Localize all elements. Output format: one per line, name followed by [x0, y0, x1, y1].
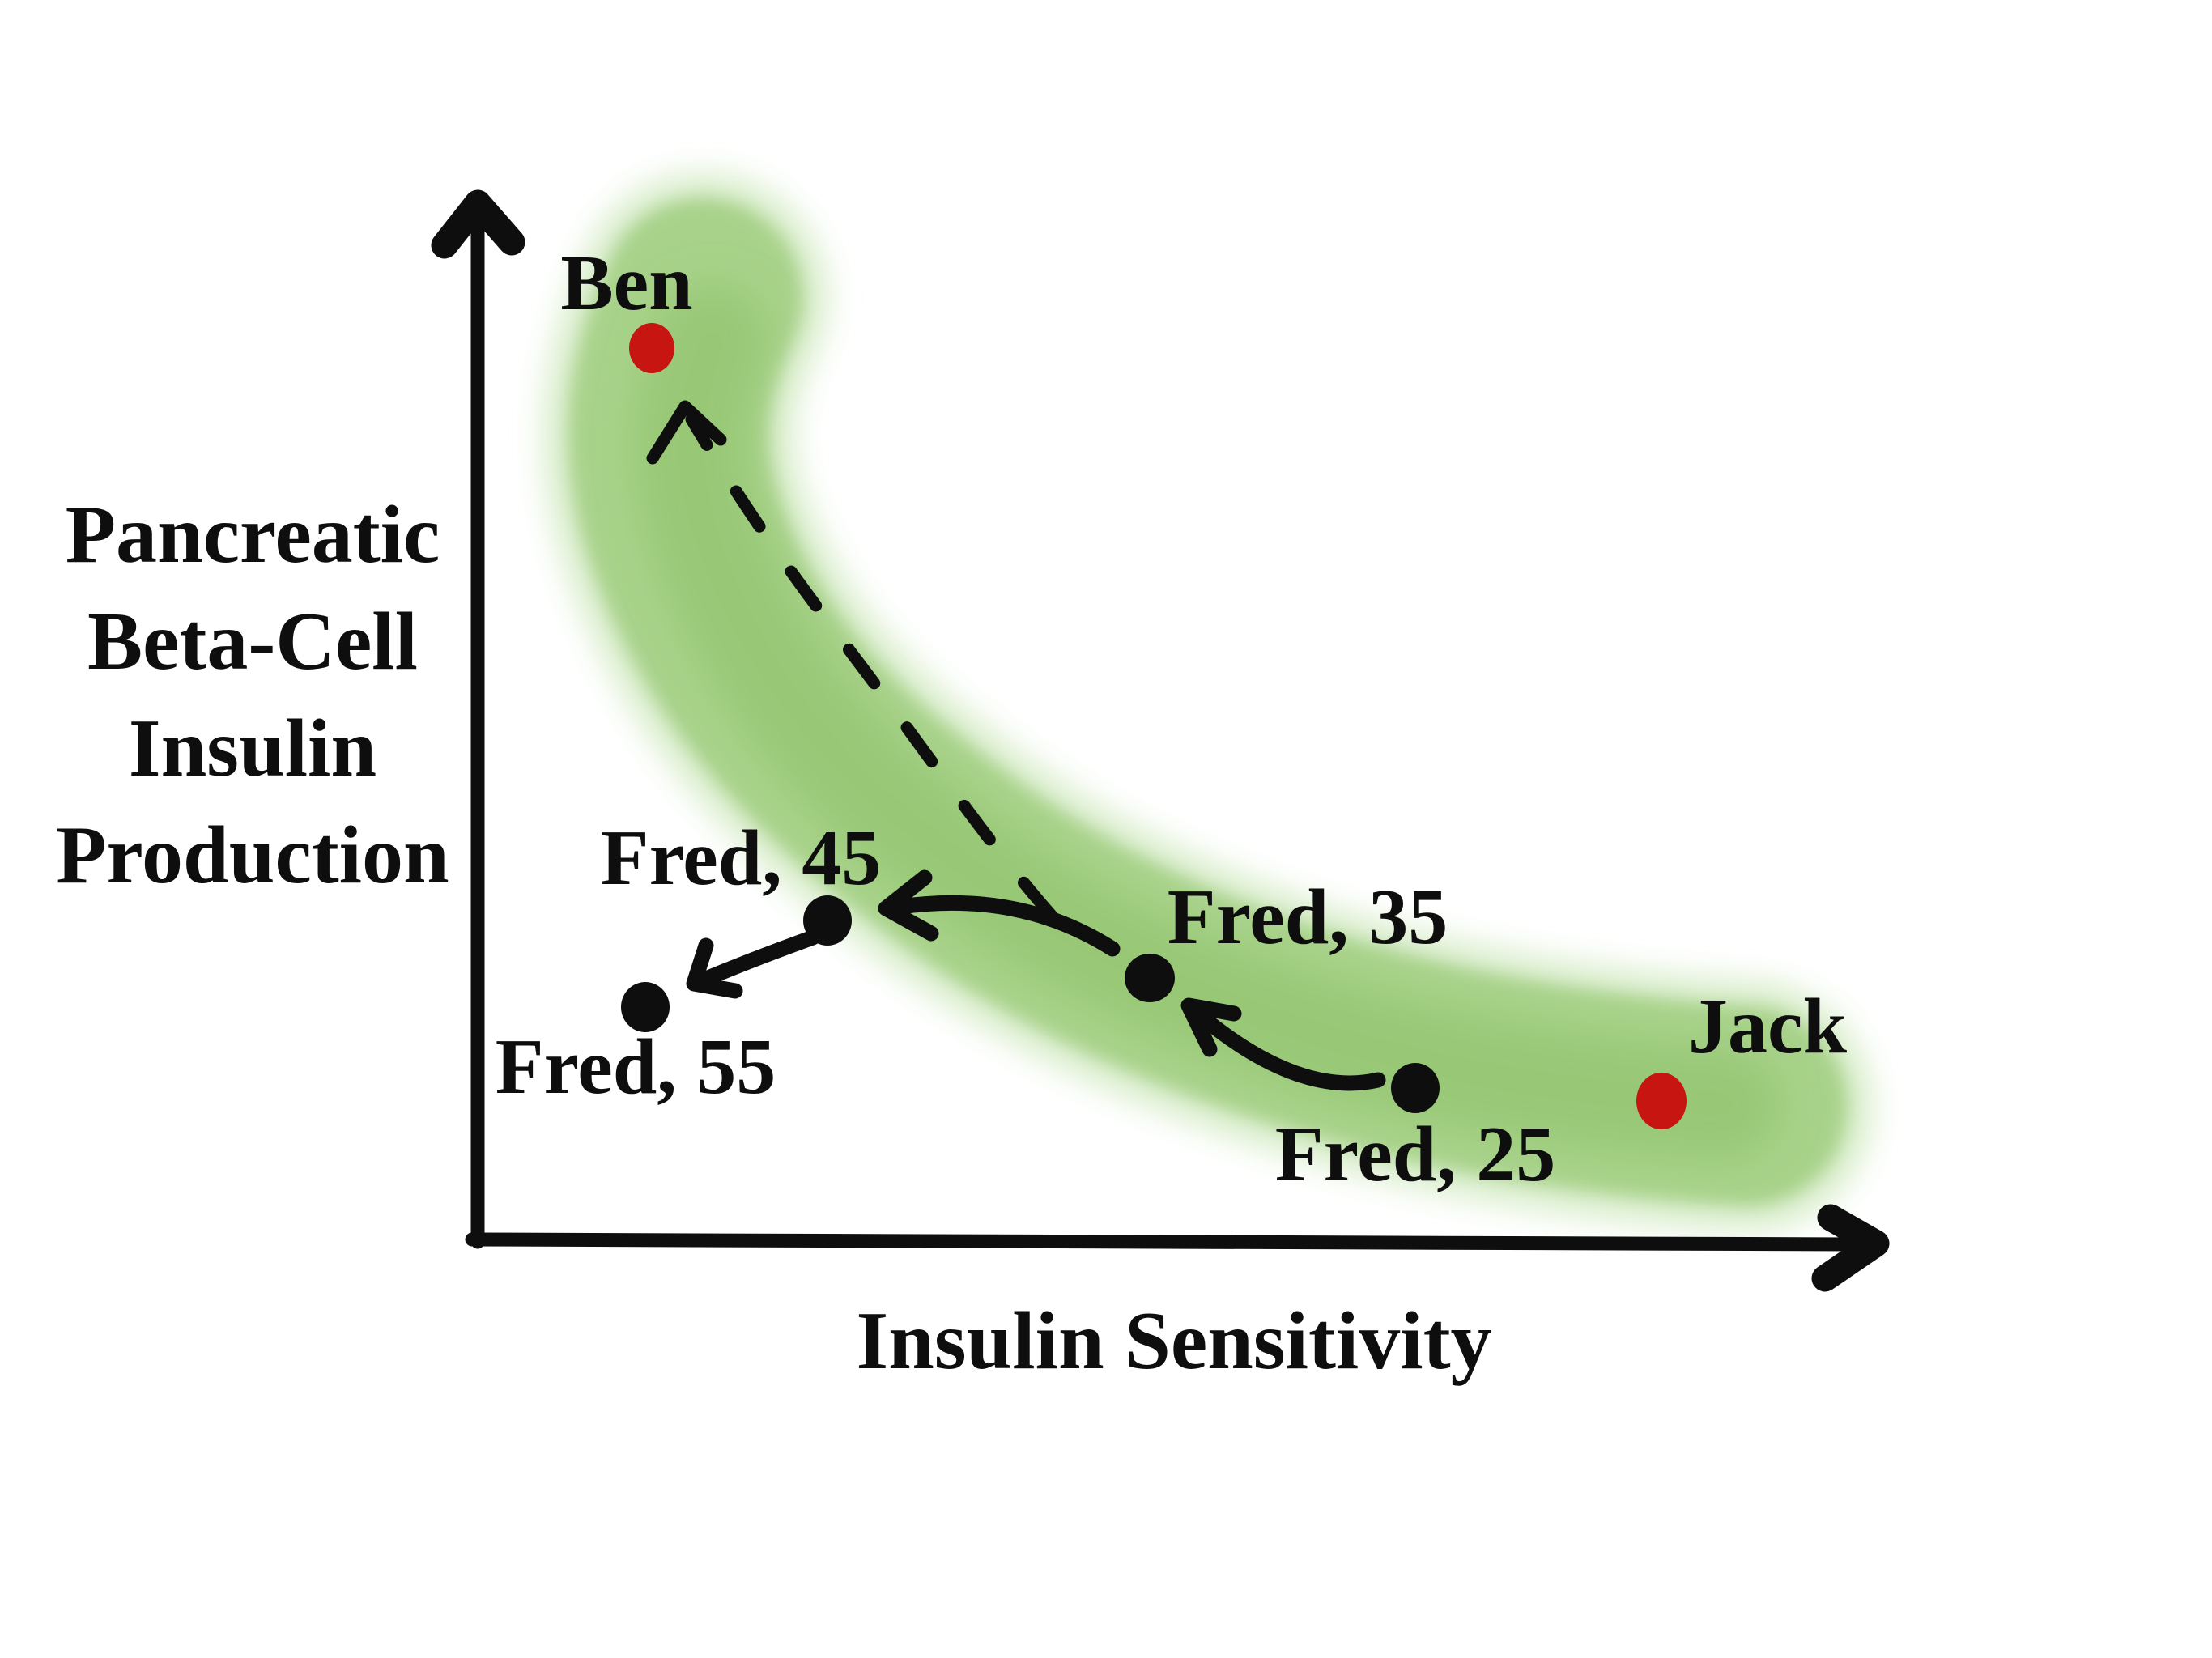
point-ben-dot	[629, 323, 674, 373]
point-ben-label: Ben	[560, 240, 692, 327]
y-axis-label-line-1: Pancreatic	[66, 489, 440, 580]
dashed-arrowhead-icon	[646, 400, 727, 465]
green-band-core-streak	[633, 283, 1781, 1161]
y-axis-label-line-4: Production	[56, 810, 449, 901]
y-axis-label-line-2: Beta-Cell	[87, 596, 418, 687]
arrow-shaft	[698, 929, 821, 987]
data-points	[621, 323, 1687, 1129]
point-fred55-label: Fred, 55	[496, 1023, 776, 1111]
x-axis-label: Insulin Sensitivity	[856, 1295, 1491, 1387]
point-fred45-label: Fred, 45	[601, 814, 882, 902]
arrowhead-icon	[1180, 997, 1242, 1057]
green-band	[542, 172, 1874, 1232]
arrowhead-icon	[686, 937, 743, 999]
arrow-shaft	[892, 895, 1121, 957]
arrow-fred45-to-fred55	[686, 929, 821, 999]
point-fred25-label: Fred, 25	[1275, 1111, 1556, 1198]
arrow-fred25-to-fred35	[1180, 997, 1386, 1091]
y-axis-label: Pancreatic Beta-Cell Insulin Production	[56, 489, 449, 901]
dashed-arrow-shaft	[685, 413, 1057, 921]
y-axis-arrowhead-icon	[431, 189, 525, 259]
point-fred35-dot	[1125, 954, 1175, 1002]
point-jack-label: Jack	[1688, 983, 1847, 1070]
point-jack-dot	[1636, 1073, 1687, 1129]
dashed-trajectory-arrow	[646, 400, 1057, 921]
point-fred25-dot	[1391, 1063, 1440, 1113]
point-fred55-dot	[621, 982, 670, 1032]
y-axis-label-line-3: Insulin	[129, 703, 376, 794]
arrow-shaft	[1192, 1007, 1386, 1091]
arrowhead-icon	[878, 869, 939, 942]
point-fred35-label: Fred, 35	[1168, 874, 1448, 961]
x-axis-arrowhead-icon	[1811, 1204, 1890, 1292]
axes	[431, 189, 1890, 1292]
arrow-fred35-to-fred45	[878, 869, 1121, 957]
x-axis-line	[465, 1232, 1860, 1252]
point-fred45-dot	[803, 895, 852, 946]
